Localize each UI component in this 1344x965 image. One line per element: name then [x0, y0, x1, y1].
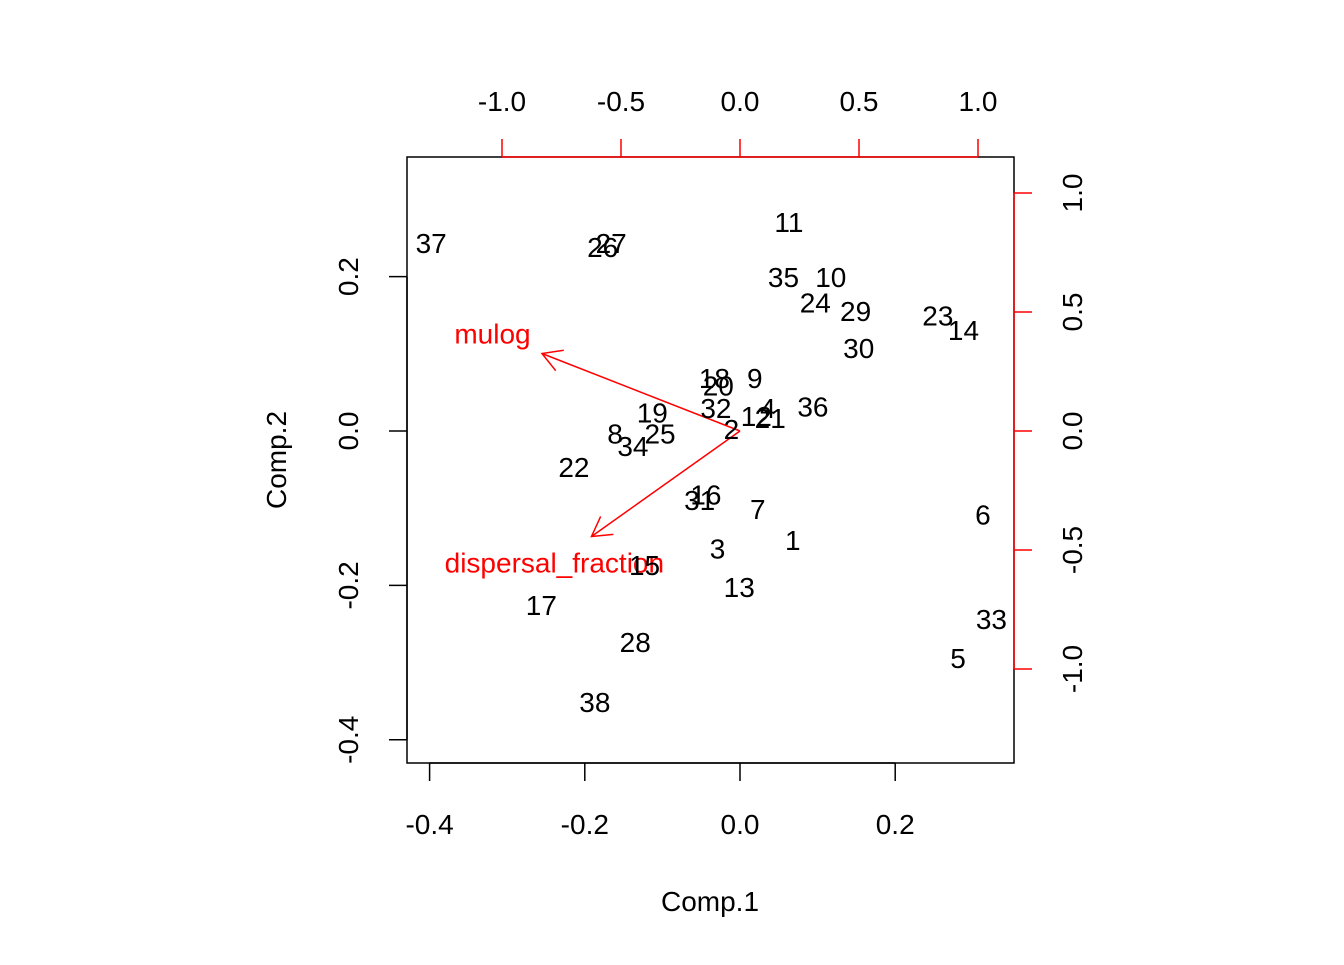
point-label: 16	[690, 480, 721, 511]
point-label: 36	[797, 392, 828, 423]
point-label: 28	[620, 627, 651, 658]
top-tick-label: 0.0	[721, 86, 760, 117]
loading-arrows: mulog dispersal_fraction	[445, 319, 741, 578]
point-label: 22	[558, 452, 589, 483]
y-tick-label: 0.2	[333, 257, 364, 296]
top-tick-label: -0.5	[597, 86, 645, 117]
point-label: 3	[710, 534, 726, 565]
x-axis-label: Comp.1	[661, 886, 759, 917]
point-label: 37	[416, 228, 447, 259]
score-points: 1234567891011121314151617181920212223242…	[416, 207, 1007, 718]
loading-label: dispersal_fraction	[445, 547, 664, 578]
x-tick-label: -0.2	[561, 809, 609, 840]
y-axis-left: -0.4 -0.2 0.0 0.2	[333, 257, 408, 764]
point-label: 21	[755, 403, 786, 434]
point-label: 38	[579, 687, 610, 718]
top-tick-label: 0.5	[840, 86, 879, 117]
y-axis-right: -1.0 -0.5 0.0 0.5 1.0	[1013, 174, 1088, 693]
point-label: 14	[948, 315, 979, 346]
loading-arrowhead	[590, 516, 614, 538]
point-label: 35	[768, 262, 799, 293]
right-tick-label: 1.0	[1057, 174, 1088, 213]
top-tick-label: -1.0	[478, 86, 526, 117]
point-label: 15	[629, 550, 660, 581]
point-label: 12	[741, 401, 772, 432]
point-label: 8	[607, 419, 623, 450]
loading-label: mulog	[454, 319, 530, 350]
x-axis-bottom: -0.4 -0.2 0.0 0.2	[405, 762, 915, 840]
loading-arrow	[541, 352, 741, 432]
point-label: 13	[724, 572, 755, 603]
point-label: 6	[975, 500, 991, 531]
point-label: 19	[637, 398, 668, 429]
right-tick-label: 0.0	[1057, 412, 1088, 451]
right-tick-label: -1.0	[1057, 645, 1088, 693]
point-label: 5	[950, 643, 966, 674]
y-tick-label: -0.2	[333, 561, 364, 609]
loading-arrow	[591, 430, 741, 538]
point-label: 17	[526, 590, 557, 621]
point-label: 10	[815, 262, 846, 293]
x-tick-label: 0.2	[876, 809, 915, 840]
point-label: 34	[617, 431, 648, 462]
point-label: 18	[699, 363, 730, 394]
x-tick-label: 0.0	[721, 809, 760, 840]
point-label: 2	[724, 414, 740, 445]
point-label: 30	[843, 333, 874, 364]
right-tick-label: -0.5	[1057, 526, 1088, 574]
point-label: 25	[644, 419, 675, 450]
point-label: 11	[774, 207, 803, 238]
x-axis-top: -1.0 -0.5 0.0 0.5 1.0	[478, 86, 998, 158]
point-label: 33	[976, 604, 1007, 635]
y-axis-label: Comp.2	[261, 411, 292, 509]
point-label: 29	[840, 296, 871, 327]
point-label: 24	[800, 287, 831, 318]
point-label: 31	[684, 485, 715, 516]
point-label: 26	[587, 232, 618, 263]
point-label: 1	[785, 525, 801, 556]
loading-arrowhead	[540, 349, 564, 372]
x-tick-label: -0.4	[405, 809, 453, 840]
point-label: 4	[760, 393, 776, 424]
point-label: 27	[596, 228, 627, 259]
right-tick-label: 0.5	[1057, 293, 1088, 332]
point-label: 9	[747, 363, 763, 394]
y-tick-label: -0.4	[333, 716, 364, 764]
point-label: 32	[700, 393, 731, 424]
point-label: 7	[750, 494, 766, 525]
point-label: 20	[703, 371, 734, 402]
plot-frame	[406, 156, 1015, 764]
point-label: 23	[922, 300, 953, 331]
top-tick-label: 1.0	[959, 86, 998, 117]
y-tick-label: 0.0	[333, 412, 364, 451]
